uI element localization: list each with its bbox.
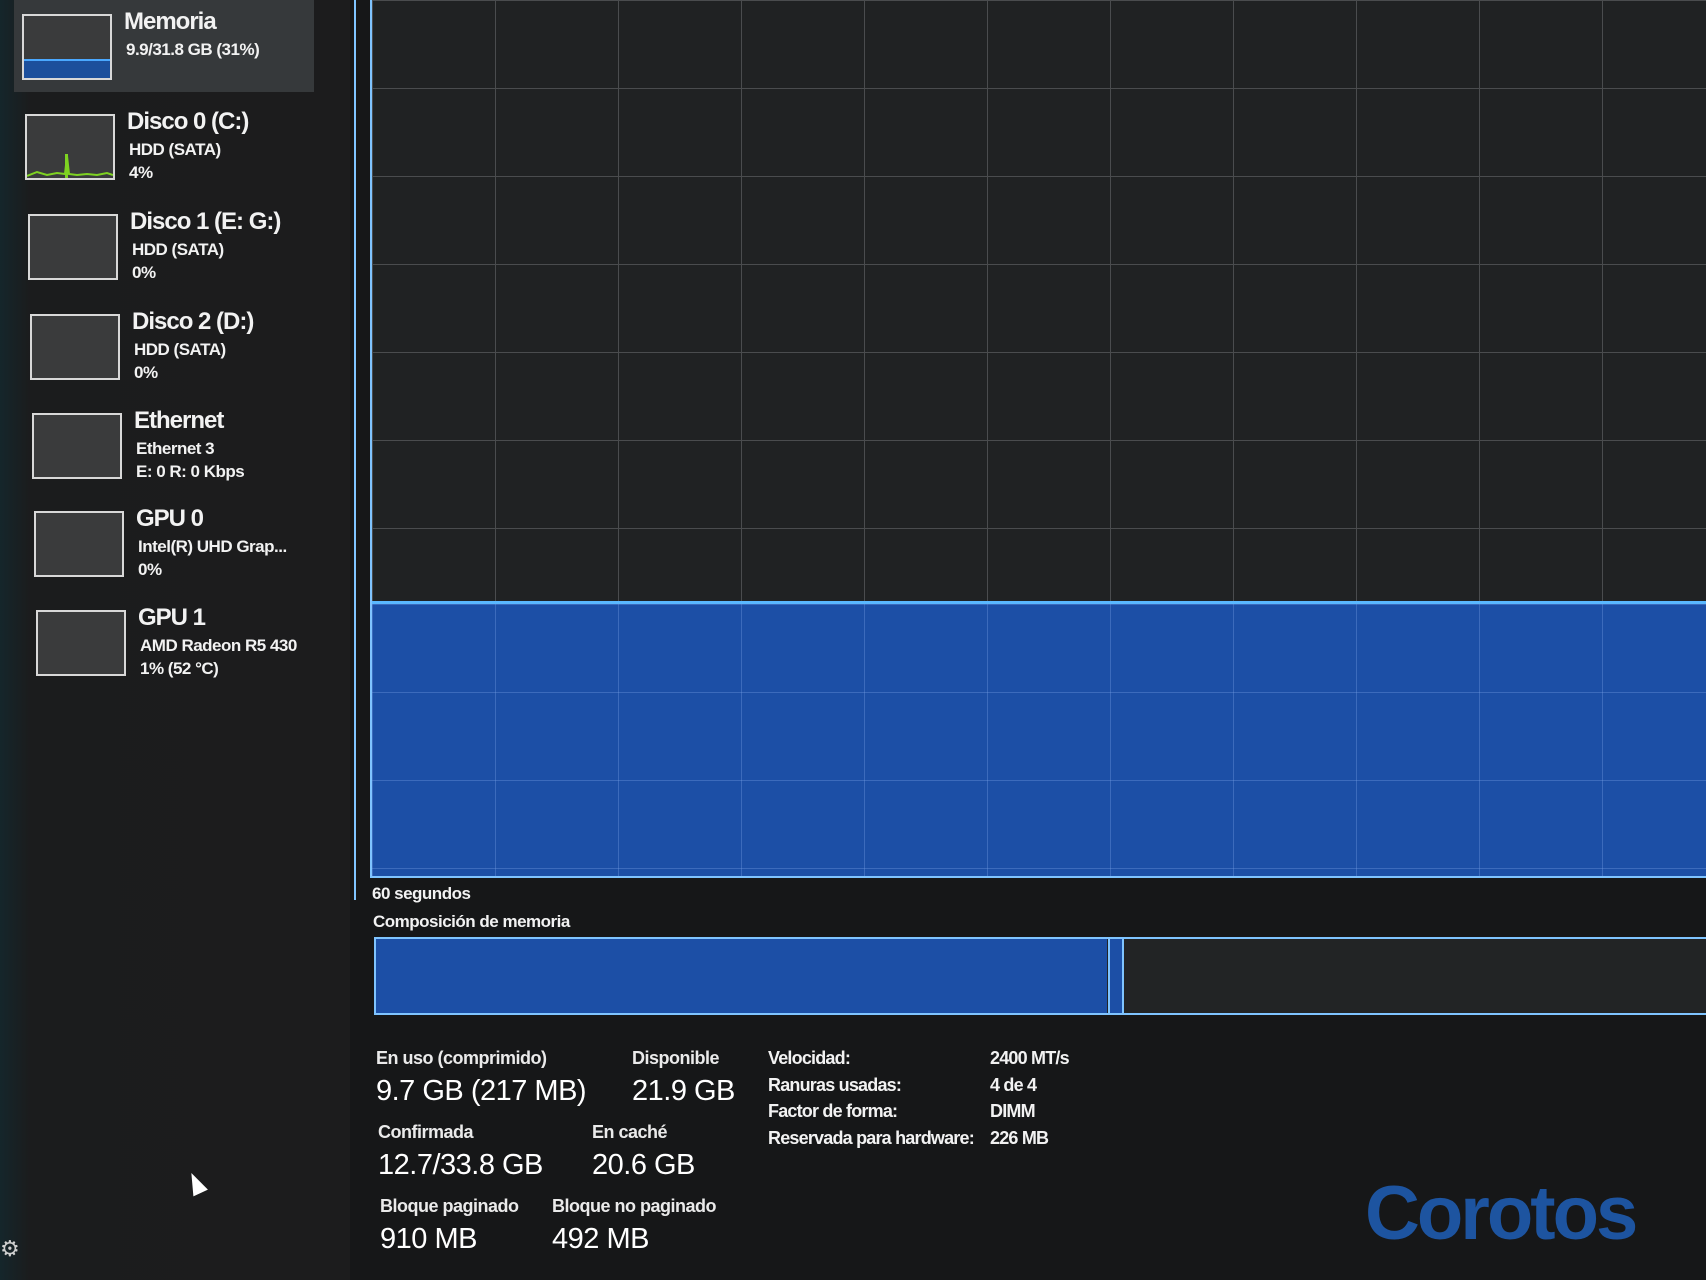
memory-thumbnail xyxy=(22,14,112,80)
item-value: 4% xyxy=(129,163,153,182)
composition-modified[interactable] xyxy=(1108,939,1124,1013)
composition-in-use[interactable] xyxy=(376,939,1108,1013)
sidebar-item-disk-0[interactable]: Disco 0 (C:) HDD (SATA) 4% xyxy=(17,100,317,192)
memory-composition-bar xyxy=(374,937,1706,1015)
item-title: Disco 0 (C:) xyxy=(127,108,249,135)
gpu-0-thumbnail xyxy=(34,511,124,577)
item-title: Memoria xyxy=(124,8,217,35)
gpu-1-thumbnail xyxy=(36,610,126,676)
committed-value: 12.7/33.8 GB xyxy=(378,1149,543,1181)
item-title: Ethernet xyxy=(134,407,224,434)
memory-usage-graph xyxy=(370,0,1706,878)
item-title: GPU 1 xyxy=(138,604,206,631)
slots-label: Ranuras usadas: xyxy=(768,1075,902,1095)
item-title: Disco 1 (E: G:) xyxy=(130,208,281,235)
item-subtitle: HDD (SATA) xyxy=(132,240,224,259)
sidebar-item-gpu-1[interactable]: GPU 1 AMD Radeon R5 430 1% (52 °C) xyxy=(28,596,328,688)
item-subtitle: HDD (SATA) xyxy=(129,140,221,159)
ethernet-thumbnail xyxy=(32,413,122,479)
item-value: 1% (52 °C) xyxy=(140,659,219,678)
form-factor-label: Factor de forma: xyxy=(768,1101,898,1121)
time-range-label: 60 segundos xyxy=(372,884,471,903)
sidebar-item-disk-2[interactable]: Disco 2 (D:) HDD (SATA) 0% xyxy=(22,300,322,392)
item-subtitle: HDD (SATA) xyxy=(134,340,226,359)
in-use-value: 9.7 GB (217 MB) xyxy=(376,1075,587,1107)
item-value: 0% xyxy=(138,560,162,579)
item-value: E: 0 R: 0 Kbps xyxy=(136,462,245,481)
composition-label: Composición de memoria xyxy=(373,912,570,931)
gear-icon[interactable]: ⚙ xyxy=(0,1236,20,1261)
form-factor-value: DIMM xyxy=(990,1101,1036,1121)
paged-pool-value: 910 MB xyxy=(380,1223,477,1255)
disk-2-thumbnail xyxy=(30,314,120,380)
sidebar: Memoria 9.9/31.8 GB (31%) Disco 0 (C:) H… xyxy=(0,0,350,1280)
speed-label: Velocidad: xyxy=(768,1048,851,1068)
hardware-reserved-label: Reservada para hardware: xyxy=(768,1128,975,1148)
sidebar-item-disk-1[interactable]: Disco 1 (E: G:) HDD (SATA) 0% xyxy=(20,200,320,292)
cached-value: 20.6 GB xyxy=(592,1149,695,1181)
item-subtitle: Intel(R) UHD Grap... xyxy=(138,537,287,556)
sidebar-item-memory[interactable]: Memoria 9.9/31.8 GB (31%) xyxy=(14,0,314,92)
cached-label: En caché xyxy=(592,1122,668,1142)
sidebar-item-gpu-0[interactable]: GPU 0 Intel(R) UHD Grap... 0% xyxy=(26,497,326,589)
watermark-logo: Corotos xyxy=(1365,1171,1638,1256)
paged-pool-label: Bloque paginado xyxy=(380,1196,519,1216)
item-title: GPU 0 xyxy=(136,505,204,532)
nonpaged-pool-value: 492 MB xyxy=(552,1223,649,1255)
item-value: 0% xyxy=(134,363,158,382)
graph-outer-border xyxy=(354,0,356,900)
disk-0-thumbnail xyxy=(25,114,115,180)
available-value: 21.9 GB xyxy=(632,1075,735,1107)
hardware-reserved-value: 226 MB xyxy=(990,1128,1049,1148)
memory-usage-fill xyxy=(372,601,1706,876)
available-label: Disponible xyxy=(632,1048,720,1068)
in-use-label: En uso (comprimido) xyxy=(376,1048,547,1068)
item-subtitle: 9.9/31.8 GB (31%) xyxy=(126,40,260,59)
disk-1-thumbnail xyxy=(28,214,118,280)
item-subtitle: Ethernet 3 xyxy=(136,439,215,458)
item-value: 0% xyxy=(132,263,156,282)
sidebar-item-ethernet[interactable]: Ethernet Ethernet 3 E: 0 R: 0 Kbps xyxy=(24,399,324,491)
item-title: Disco 2 (D:) xyxy=(132,308,254,335)
nonpaged-pool-label: Bloque no paginado xyxy=(552,1196,717,1216)
item-subtitle: AMD Radeon R5 430 xyxy=(140,636,297,655)
slots-value: 4 de 4 xyxy=(990,1075,1037,1095)
speed-value: 2400 MT/s xyxy=(990,1048,1070,1068)
committed-label: Confirmada xyxy=(378,1122,474,1142)
